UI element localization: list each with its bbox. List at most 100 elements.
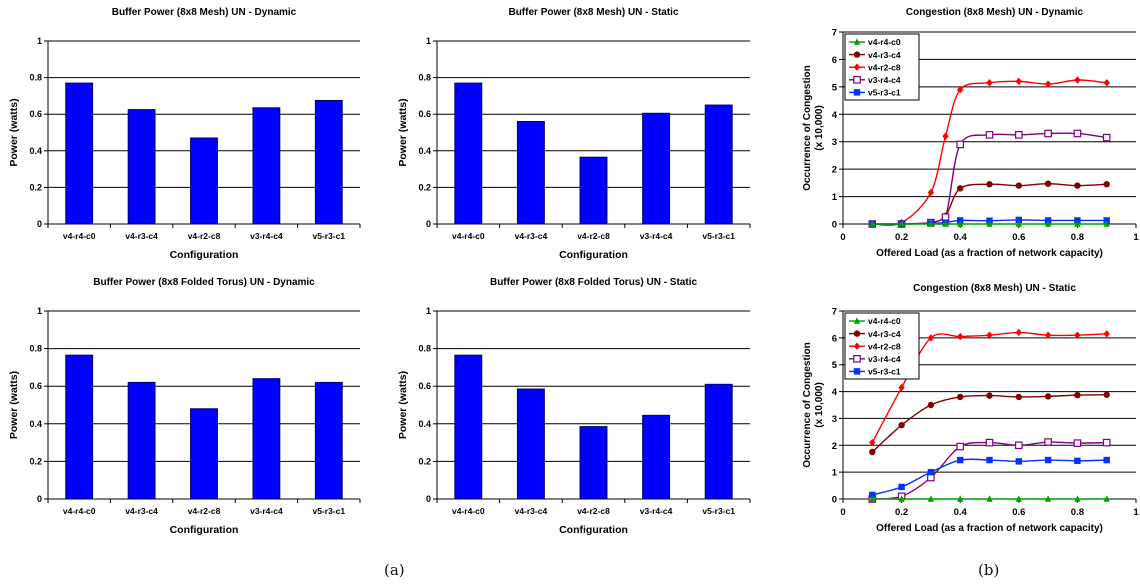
legend-label: v4-r3-c4 <box>868 50 901 60</box>
y-tick-label: 0 <box>832 495 837 506</box>
series-point-v3-r4-c4 <box>1102 438 1111 447</box>
bar-v4-r4-c0 <box>65 82 94 225</box>
series-point-v4-r2-c8 <box>869 438 876 447</box>
x-tick-label: 0.2 <box>895 507 908 518</box>
series-point-v4-r2-c8 <box>1044 331 1052 339</box>
y-tick-label: 1 <box>37 306 42 316</box>
y-axis-label: Power (watts) <box>8 98 20 166</box>
x-tick-label: 1 <box>1133 232 1139 243</box>
series-point-v4-r2-c8 <box>986 79 993 87</box>
y-axis-label: Power (watts) <box>8 371 20 439</box>
y-tick-label: 1 <box>37 36 42 46</box>
x-axis-label: Configuration <box>559 249 628 261</box>
bar-v5-r3-c1 <box>314 99 343 225</box>
series-point-v5-r3-c1 <box>1044 456 1052 464</box>
legend-label: v5-r3-c1 <box>868 88 901 98</box>
x-tick-label: v4-r3-c4 <box>515 506 548 516</box>
y-tick-label: 2 <box>832 165 837 176</box>
legend: v4-r4-c0 v4-r3-c4 v4-r2-c8 v3-r4-c4 v5-r3-c1 <box>844 312 920 380</box>
bar-v4-r2-c8 <box>190 408 218 500</box>
y-tick-label: 6 <box>832 55 837 66</box>
y-tick-label: 0.6 <box>418 381 431 391</box>
x-tick-label: v3-r4-c4 <box>250 506 283 516</box>
y-tick-label: 0.4 <box>418 419 431 429</box>
bar-v3-r4-c4 <box>642 414 671 500</box>
legend-label: v4-r3-c4 <box>868 329 901 339</box>
bar-v5-r3-c1 <box>314 381 343 500</box>
series-point-v4-r4-c0 <box>942 220 949 227</box>
y-axis-label: Occurrence of Congestion <box>802 342 813 468</box>
series-point-v4-r3-c4 <box>986 392 993 399</box>
y-tick-label: 0 <box>426 219 431 229</box>
bar-v5-r3-c1 <box>704 383 733 500</box>
y-tick-label: 0.8 <box>29 344 42 354</box>
bar-v3-r4-c4 <box>252 107 281 225</box>
x-tick-label: v5-r3-c1 <box>312 506 345 516</box>
series-point-v5-r3-c1 <box>1103 456 1110 464</box>
chart-title: Congestion (8x8 Mesh) UN - Dynamic <box>906 7 1084 18</box>
legend: v4-r4-c0 v4-r3-c4 v4-r2-c8 v3-r4-c4 v5-r3-c1 <box>844 33 920 101</box>
series-line-v3-r4-c4 <box>872 441 1107 500</box>
chart-title: Congestion (8x8 Mesh) UN - Static <box>913 283 1076 294</box>
legend-marker-v3-r4-c4 <box>853 355 861 363</box>
y-tick-label: 0.2 <box>418 456 431 466</box>
bar-v4-r2-c8 <box>579 156 608 225</box>
bar-v5-r3-c1 <box>704 104 733 225</box>
series-point-v3-r4-c4 <box>1073 439 1082 447</box>
series-point-v4-r2-c8 <box>1103 79 1110 87</box>
y-axis-label: Occurrence of Congestion <box>802 65 813 191</box>
series-point-v4-r4-c0 <box>957 220 964 227</box>
chart-title: Buffer Power (8x8 Folded Torus) UN - Sta… <box>490 277 697 288</box>
series-point-v4-r3-c4 <box>898 421 905 429</box>
y-tick-label: 1 <box>426 306 431 316</box>
series-point-v4-r3-c4 <box>986 181 993 188</box>
legend-marker-v4-r4-c0 <box>853 317 861 324</box>
legend-marker-v4-r4-c0 <box>853 38 861 45</box>
y-tick-label: 3 <box>832 414 837 425</box>
x-tick-label: 1 <box>1133 507 1139 518</box>
series-point-v4-r3-c4 <box>1015 182 1022 189</box>
x-axis-label: Offered Load (as a fraction of network c… <box>876 523 1103 534</box>
legend-label: v4-r2-c8 <box>868 341 901 351</box>
series-point-v5-r3-c1 <box>927 468 935 476</box>
x-tick-label: v4-r3-c4 <box>125 231 158 241</box>
series-point-v4-r4-c0 <box>927 220 935 227</box>
series-line-v5-r3-c1 <box>872 458 1107 496</box>
y-tick-label: 0.8 <box>418 73 431 83</box>
y-tick-label: 0.2 <box>29 456 42 466</box>
x-tick-label: v4-r2-c8 <box>577 231 610 241</box>
bar-v4-r3-c4 <box>516 388 545 500</box>
x-tick-label: 0.8 <box>1071 507 1084 518</box>
y-tick-label: 0.2 <box>418 182 431 192</box>
x-tick-label: 0 <box>840 232 845 243</box>
series-point-v4-r4-c0 <box>1074 495 1081 502</box>
series-point-v4-r3-c4 <box>1044 393 1052 400</box>
x-tick-label: 0.4 <box>954 507 968 518</box>
y-tick-label: 5 <box>832 82 838 93</box>
series-point-v3-r4-c4 <box>1073 129 1082 138</box>
x-tick-label: v5-r3-c1 <box>702 231 735 241</box>
y-tick-label: 0.8 <box>29 73 42 83</box>
y-tick-label: 0.6 <box>29 381 42 391</box>
chart-title: Buffer Power (8x8 Mesh) UN - Dynamic <box>112 7 297 18</box>
series-point-v3-r4-c4 <box>1102 133 1111 142</box>
legend-label: v3-r4-c4 <box>868 354 901 364</box>
series-line-v3-r4-c4 <box>872 132 1107 225</box>
bar-v4-r3-c4 <box>127 109 156 225</box>
series-point-v3-r4-c4 <box>1014 131 1023 139</box>
caption-a: (a) <box>384 561 405 579</box>
x-axis-label: Configuration <box>559 524 628 536</box>
series-point-v4-r2-c8 <box>1015 328 1022 337</box>
legend-marker-v5-r3-c1 <box>853 89 861 96</box>
bar-v4-r4-c0 <box>454 354 483 500</box>
y-tick-label: 0.4 <box>29 146 42 156</box>
bar-v4-r3-c4 <box>516 121 545 225</box>
y-axis-label: Power (watts) <box>397 98 409 166</box>
x-tick-label: v4-r4-c0 <box>63 231 96 241</box>
series-point-v4-r4-c0 <box>898 220 905 227</box>
series-point-v4-r2-c8 <box>986 331 993 339</box>
x-tick-label: 0.8 <box>1071 232 1084 243</box>
x-tick-label: v4-r4-c0 <box>452 506 485 516</box>
chart-title: Buffer Power (8x8 Folded Torus) UN - Dyn… <box>93 277 315 288</box>
